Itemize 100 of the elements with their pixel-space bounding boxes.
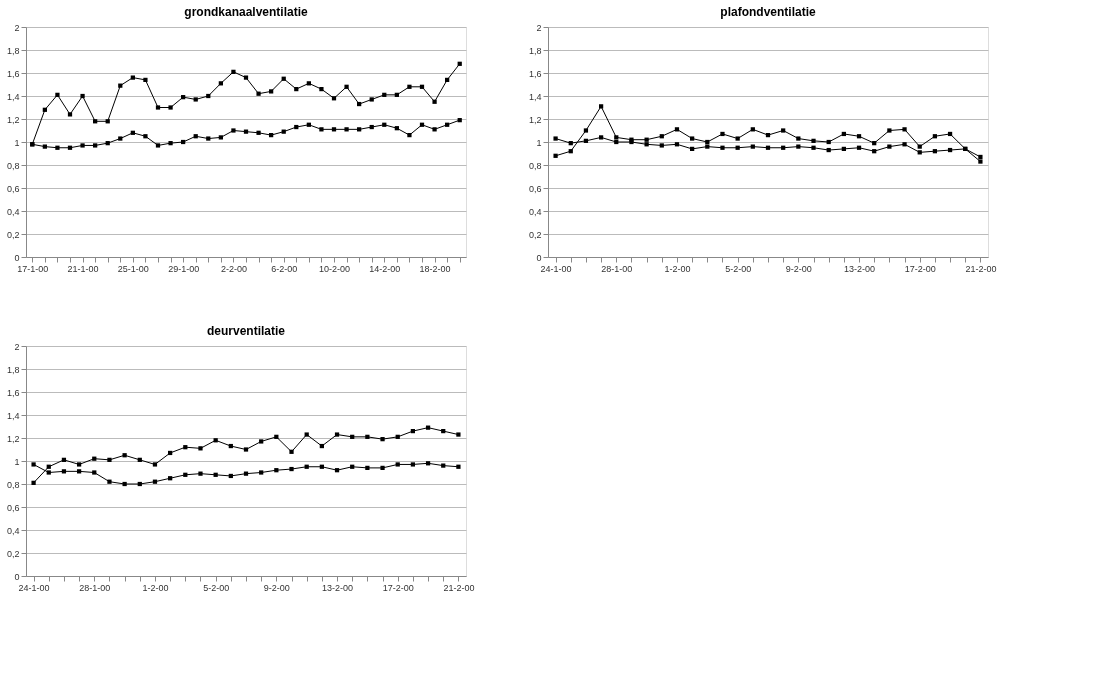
point	[614, 135, 619, 140]
x-tick-label: 24-1-00	[18, 582, 50, 593]
point	[407, 132, 412, 138]
y-tick-label: 0,2	[528, 229, 542, 240]
point	[193, 97, 198, 102]
x-tick-label: 17-2-00	[904, 263, 936, 274]
point	[269, 89, 274, 94]
point	[735, 136, 740, 141]
point	[198, 446, 203, 451]
x-tick-label: 6-2-00	[271, 263, 298, 274]
x-tick-label: 9-2-00	[785, 263, 812, 274]
y-tick-label: 1,4	[528, 91, 542, 102]
point	[644, 142, 649, 147]
point	[720, 145, 725, 150]
x-tick-label: 1-2-00	[664, 263, 691, 274]
point	[231, 128, 236, 133]
point	[152, 462, 158, 467]
point	[155, 143, 161, 148]
y-tick-label: 0,4	[528, 206, 542, 217]
point	[122, 453, 127, 458]
y-tick-label: 0,8	[6, 160, 20, 171]
point	[289, 449, 294, 454]
point	[118, 136, 123, 141]
point	[432, 99, 437, 104]
x-tick-label: 24-1-00	[540, 263, 572, 274]
point	[887, 144, 892, 149]
point	[811, 145, 816, 150]
point	[720, 131, 725, 137]
point	[796, 144, 801, 149]
point	[598, 135, 604, 140]
point	[917, 144, 922, 149]
point	[42, 144, 47, 149]
y-tick-label: 0	[536, 252, 542, 263]
chart-title: grondkanaalventilatie	[184, 5, 309, 19]
point	[811, 138, 816, 143]
x-tick-label: 13-2-00	[844, 263, 876, 274]
point	[344, 84, 349, 89]
x-tick-label: 21-1-00	[67, 263, 99, 274]
point	[80, 93, 85, 99]
point	[289, 466, 294, 472]
point	[380, 465, 385, 471]
y-tick-label: 0,4	[6, 206, 20, 217]
y-tick-label: 1	[536, 137, 542, 148]
point	[456, 464, 461, 469]
point	[31, 462, 36, 467]
point	[92, 470, 97, 475]
x-tick-label: 25-1-00	[117, 263, 149, 274]
y-tick-label: 0,8	[528, 160, 542, 171]
x-tick-label: 2-2-00	[220, 263, 247, 274]
x-tick-label: 17-2-00	[382, 582, 414, 593]
point	[143, 134, 148, 139]
x-tick-label: 29-1-00	[168, 263, 200, 274]
point	[155, 105, 161, 110]
point	[319, 86, 324, 92]
y-tick-label: 0,2	[6, 548, 20, 559]
point	[553, 136, 558, 141]
point	[344, 127, 349, 132]
y-tick-label: 0,6	[6, 502, 20, 513]
point	[31, 480, 36, 485]
y-tick-label: 0	[14, 252, 20, 263]
point	[93, 143, 98, 148]
point	[76, 462, 82, 467]
y-tick-label: 1,8	[6, 364, 20, 375]
point	[243, 447, 249, 452]
x-tick-label: 21-2-00	[443, 582, 475, 593]
point	[796, 136, 801, 141]
y-tick-label: 0	[14, 571, 20, 582]
point	[887, 128, 892, 133]
y-tick-label: 1,4	[6, 410, 20, 421]
point	[750, 144, 755, 149]
point	[319, 127, 324, 132]
point	[107, 479, 112, 484]
point	[365, 434, 370, 439]
point	[67, 112, 73, 117]
point	[256, 130, 261, 135]
point	[456, 432, 461, 437]
x-tick-label: 17-1-00	[17, 263, 49, 274]
point	[334, 432, 340, 437]
point	[198, 471, 203, 476]
y-tick-label: 1,2	[6, 114, 20, 125]
point	[231, 69, 236, 74]
y-tick-label: 0,6	[6, 183, 20, 194]
y-tick-label: 2	[536, 22, 542, 33]
x-tick-label: 5-2-00	[725, 263, 752, 274]
point	[553, 153, 558, 158]
y-tick-label: 0,2	[6, 229, 20, 240]
point	[690, 136, 695, 141]
y-tick-label: 1,8	[6, 45, 20, 56]
point	[902, 142, 907, 147]
y-tick-label: 1	[14, 456, 20, 467]
point	[369, 97, 374, 102]
x-tick-label: 18-2-00	[419, 263, 451, 274]
point	[80, 143, 85, 148]
x-tick-label: 21-2-00	[965, 263, 997, 274]
point	[55, 92, 60, 97]
point	[168, 105, 173, 110]
y-tick-label: 1,4	[6, 91, 20, 102]
y-tick-label: 0,8	[6, 479, 20, 490]
point	[410, 462, 416, 467]
point	[380, 437, 385, 442]
